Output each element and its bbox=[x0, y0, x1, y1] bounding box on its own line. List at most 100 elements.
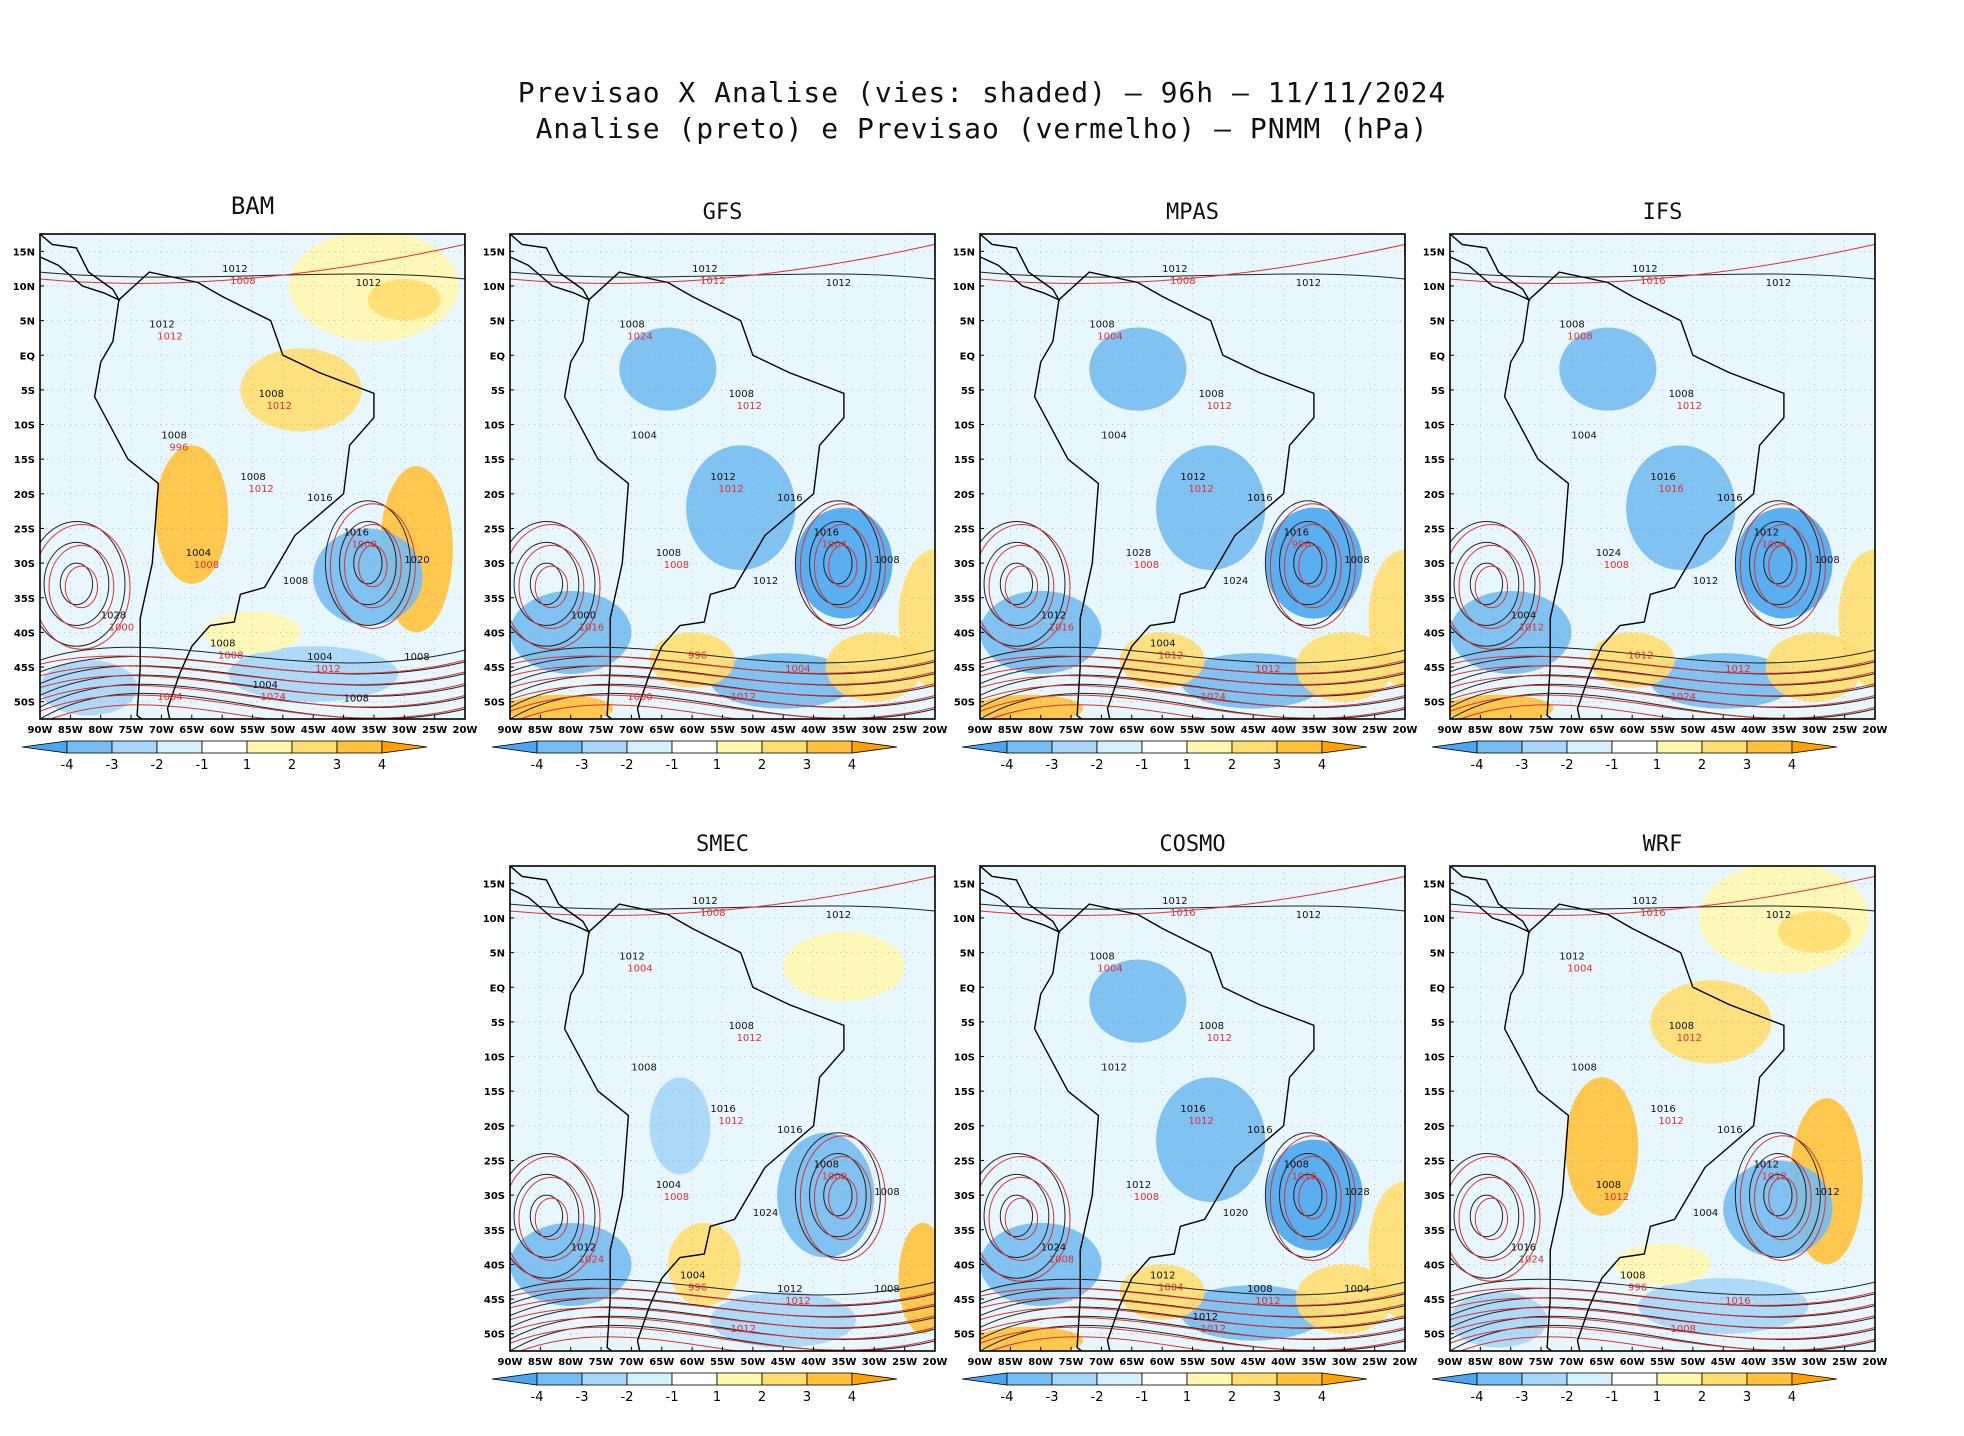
isobar-label-forecast: 1012 bbox=[1255, 664, 1280, 675]
bias-shade bbox=[155, 445, 229, 584]
isobar-label-analysis: 1012 bbox=[1180, 472, 1205, 483]
isobar bbox=[980, 1316, 1405, 1340]
figure-title-line1: Previsao X Analise (vies: shaded) – 96h … bbox=[517, 76, 1447, 109]
colorbar-label: 4 bbox=[1788, 758, 1796, 773]
isobar bbox=[1450, 1153, 1536, 1279]
lon-tick-label: 50W bbox=[1210, 1357, 1235, 1368]
isobar-label-forecast: 1008 bbox=[1170, 276, 1195, 287]
isobar bbox=[1749, 521, 1807, 606]
isobar bbox=[988, 1176, 1055, 1261]
lat-tick-label: 15S bbox=[14, 455, 35, 466]
lat-tick-label: 25S bbox=[954, 1156, 975, 1167]
map-area: 1012101210121008100810161016100810041024… bbox=[510, 866, 935, 1351]
colorbar-label: -4 bbox=[61, 758, 74, 773]
isobar bbox=[534, 565, 569, 609]
isobar bbox=[1450, 675, 1875, 697]
isobar bbox=[40, 684, 465, 708]
isobar bbox=[980, 521, 1066, 647]
axes: 15N 10N 5N EQ 5S 10S 15S 20S 25S 30S 35S 40S 45S 50S 9… bbox=[953, 879, 1418, 1368]
isobar-label-analysis: 1028 bbox=[1126, 548, 1151, 559]
lon-tick-label: 85W bbox=[58, 725, 83, 736]
isobar bbox=[510, 1156, 601, 1282]
lon-tick-label: 35W bbox=[831, 725, 856, 736]
colorbar-label: 1 bbox=[243, 758, 251, 773]
isobar bbox=[40, 521, 126, 647]
colorbar-cell bbox=[1096, 740, 1143, 754]
isobar bbox=[1450, 674, 1875, 697]
analysis-isobars bbox=[1450, 271, 1875, 719]
colorbar-label: -4 bbox=[1471, 758, 1484, 773]
isobar-label-forecast: 1008 bbox=[1671, 1324, 1696, 1335]
panel-title: BAM bbox=[230, 192, 275, 220]
colorbar-cell bbox=[581, 740, 628, 754]
isobar-label-forecast: 1016 bbox=[1658, 484, 1683, 495]
isobar bbox=[1293, 1173, 1323, 1217]
isobar-label-forecast: 1004 bbox=[1097, 964, 1122, 975]
coastlines bbox=[1450, 234, 1875, 719]
colorbar-cell bbox=[1746, 740, 1793, 754]
isobar-label-forecast: 1012 bbox=[1188, 484, 1213, 495]
isobar bbox=[980, 903, 1405, 912]
isobar bbox=[1450, 1307, 1875, 1329]
bias-shade bbox=[1368, 549, 1405, 688]
colorbar-cell bbox=[1231, 1372, 1278, 1386]
lat-tick-label: 25S bbox=[1424, 524, 1445, 535]
axes: 15N 10N 5N EQ 5S 10S 15S 20S 25S 30S 35S 40S 45S 50S 9… bbox=[1423, 879, 1888, 1368]
colorbar-cell bbox=[1701, 1372, 1748, 1386]
isobar bbox=[64, 565, 99, 609]
lon-tick-label: 40W bbox=[801, 1357, 826, 1368]
isobar-label-analysis: 1012 bbox=[1754, 527, 1779, 538]
bias-shade bbox=[686, 445, 796, 571]
isobar bbox=[1269, 503, 1356, 629]
lat-tick-label: 35S bbox=[1424, 1226, 1445, 1237]
lat-tick-label: 10N bbox=[953, 914, 975, 925]
colorbar-label: 4 bbox=[1788, 1390, 1796, 1405]
colorbar-label: -3 bbox=[576, 1390, 589, 1405]
isobar-label-analysis: 1012 bbox=[1814, 1187, 1839, 1198]
isobar-label-forecast: 1004 bbox=[1567, 964, 1592, 975]
lat-tick-label: 15N bbox=[483, 879, 505, 890]
axes: 15N 10N 5N EQ 5S 10S 15S 20S 25S 30S 35S 40S 45S 50S 9… bbox=[483, 247, 948, 736]
lat-tick-label: EQ bbox=[1430, 983, 1445, 994]
isobar bbox=[828, 544, 858, 588]
isobar-label-forecast: 1004 bbox=[822, 539, 847, 550]
bias-shade bbox=[1156, 1077, 1266, 1203]
isobar-label-forecast: 1012 bbox=[737, 401, 762, 412]
lat-tick-label: 25S bbox=[484, 524, 505, 535]
lon-tick-label: 45W bbox=[301, 725, 326, 736]
colorbar-cell bbox=[581, 1372, 628, 1386]
isobar bbox=[980, 243, 1405, 284]
map-panel-bam: BAM 1012 1012 1012 1008 1008 1008 1016 1016 1004 1… bbox=[0, 188, 478, 788]
lat-tick-label: 35S bbox=[954, 1226, 975, 1237]
isobar bbox=[799, 503, 886, 629]
isobar bbox=[40, 665, 465, 686]
map-svg: 1012101210121008100810081016101610041008… bbox=[13, 233, 477, 773]
lon-tick-label: 65W bbox=[1119, 725, 1144, 736]
colorbar-cell bbox=[961, 740, 1008, 754]
lat-tick-label: 15N bbox=[1423, 247, 1445, 258]
colorbar-cell bbox=[1141, 1372, 1188, 1386]
isobar bbox=[1739, 1135, 1826, 1261]
lon-tick-label: 80W bbox=[1028, 725, 1053, 736]
lat-tick-label: 40S bbox=[484, 628, 505, 639]
lon-tick-label: 75W bbox=[589, 725, 614, 736]
grid bbox=[1450, 234, 1875, 719]
isobar-label-forecast: 1012 bbox=[1677, 401, 1702, 412]
isobar-label-analysis: 1012 bbox=[222, 264, 247, 275]
lon-tick-label: 45W bbox=[771, 1357, 796, 1368]
analysis-labels: 1012101210081008101210161016100810121020… bbox=[1041, 896, 1370, 1323]
lat-tick-label: 10S bbox=[14, 421, 35, 432]
map-svg: 1012101210081008100410121016101610081012… bbox=[483, 233, 947, 773]
colorbar-cell bbox=[1791, 1372, 1838, 1386]
isobar bbox=[510, 1297, 935, 1318]
isobar-label-forecast: 1024 bbox=[1671, 692, 1696, 703]
lon-tick-label: 20W bbox=[923, 1357, 948, 1368]
isobar bbox=[40, 271, 465, 280]
colorbar-cell bbox=[1476, 740, 1523, 754]
lat-tick-label: 50S bbox=[484, 1330, 505, 1341]
isobar bbox=[809, 521, 867, 606]
isobar bbox=[1453, 1173, 1520, 1258]
